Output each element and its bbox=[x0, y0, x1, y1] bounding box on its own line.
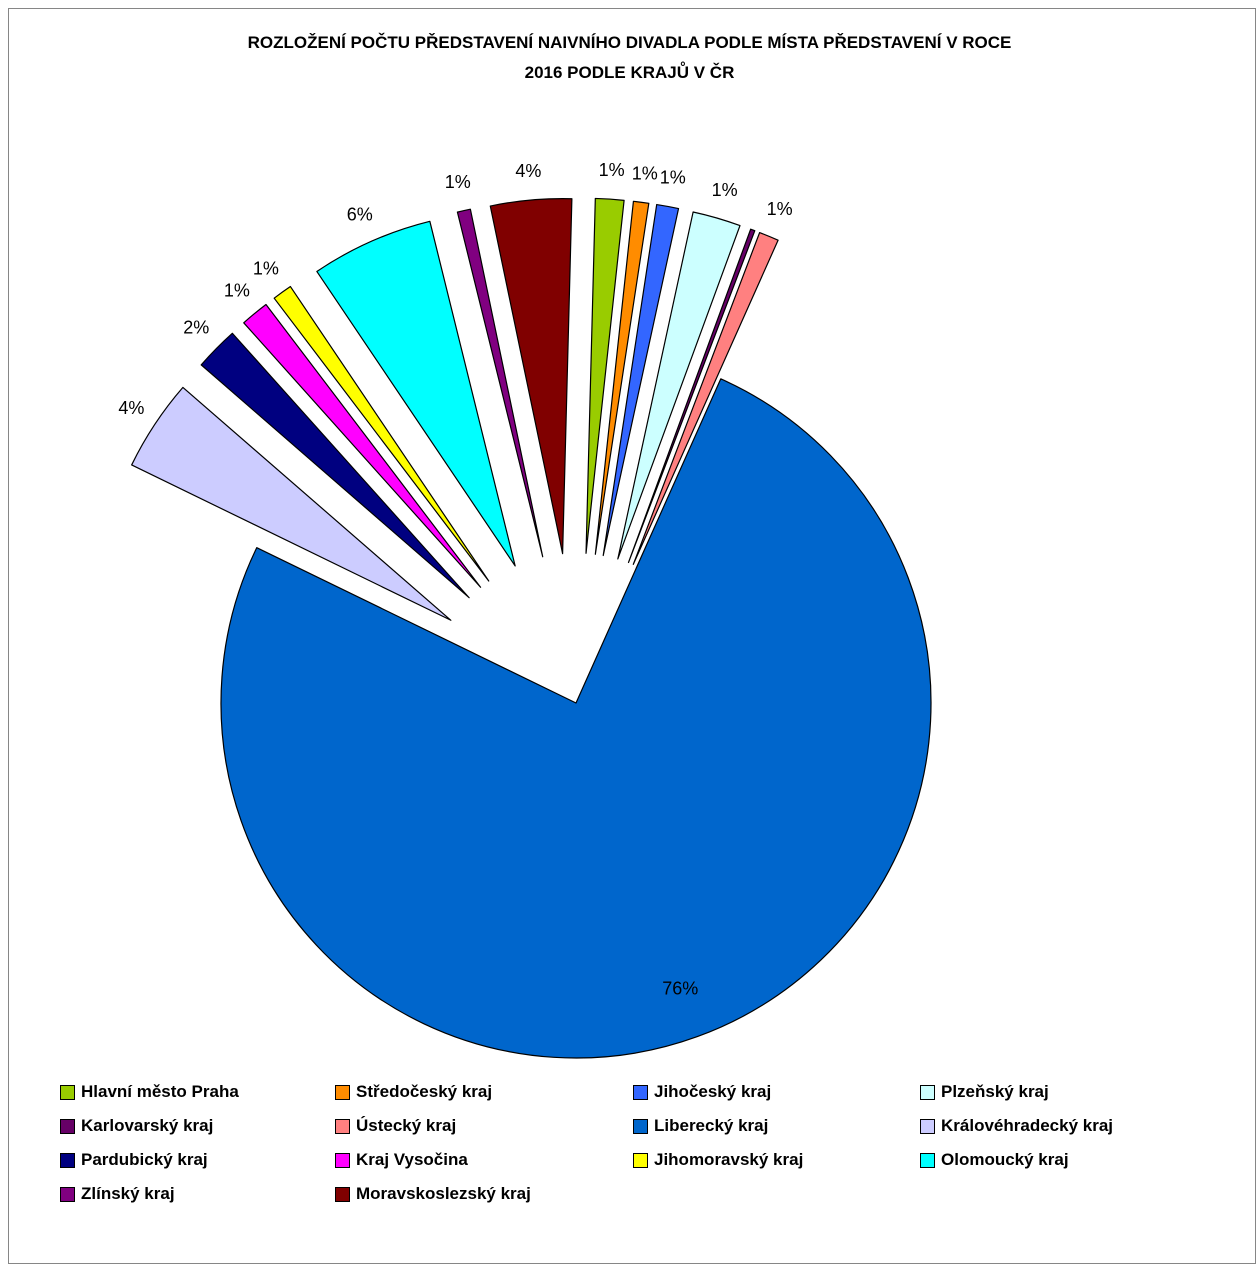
legend-label: Středočeský kraj bbox=[356, 1082, 493, 1101]
data-label-3: 1% bbox=[660, 168, 686, 188]
pie-slice-2 bbox=[594, 200, 650, 555]
data-label-1: 1% bbox=[599, 160, 625, 180]
pie-slice-12 bbox=[316, 220, 516, 567]
legend-label: Karlovarský kraj bbox=[81, 1116, 214, 1135]
chart-title-line-2: 2016 PODLE KRAJŮ V ČR bbox=[524, 63, 735, 82]
legend-item: Ústecký kraj bbox=[335, 1112, 456, 1140]
data-label-7: 76% bbox=[662, 978, 698, 998]
pie-slice-3 bbox=[602, 203, 680, 557]
legend-label: Moravskoslezský kraj bbox=[356, 1184, 531, 1203]
legend-swatch bbox=[335, 1084, 350, 1100]
pie-slice-8 bbox=[131, 386, 452, 621]
legend-label: Pardubický kraj bbox=[81, 1150, 208, 1169]
legend-swatch bbox=[633, 1152, 648, 1168]
legend-label: Ústecký kraj bbox=[356, 1116, 457, 1135]
legend-label: Jihomoravský kraj bbox=[654, 1150, 804, 1169]
legend-item: Hlavní město Praha bbox=[60, 1078, 239, 1106]
pie-slice-6 bbox=[632, 232, 779, 565]
legend-item: Moravskoslezský kraj bbox=[335, 1180, 531, 1208]
legend-item: Zlínský kraj bbox=[60, 1180, 175, 1208]
legend-swatch bbox=[60, 1186, 75, 1202]
legend-item: Jihočeský kraj bbox=[633, 1078, 771, 1106]
legend-item: Středočeský kraj bbox=[335, 1078, 492, 1106]
data-label-11: 1% bbox=[253, 258, 279, 278]
data-label-14: 4% bbox=[515, 161, 541, 181]
pie-labels: 1% 1% 1%1%1%76%4%2%1%1%6%1%4% bbox=[118, 160, 792, 998]
pie-slice-1 bbox=[585, 197, 625, 554]
data-label-10: 1% bbox=[224, 281, 250, 301]
legend-label: Jihočeský kraj bbox=[654, 1082, 772, 1101]
legend-swatch bbox=[335, 1118, 350, 1134]
pie-slice-5 bbox=[627, 228, 756, 564]
legend-label: Královéhradecký kraj bbox=[941, 1116, 1113, 1135]
legend-label: Zlínský kraj bbox=[81, 1184, 175, 1203]
legend-swatch bbox=[920, 1118, 935, 1134]
pie-slice-9 bbox=[200, 332, 470, 599]
legend-swatch bbox=[335, 1186, 350, 1202]
legend-label: Olomoucký kraj bbox=[941, 1150, 1069, 1169]
legend-item: Olomoucký kraj bbox=[920, 1146, 1069, 1174]
pie-slice-11 bbox=[273, 285, 490, 582]
legend-item: Jihomoravský kraj bbox=[633, 1146, 803, 1174]
legend-item: Kraj Vysočina bbox=[335, 1146, 468, 1174]
legend-label: Kraj Vysočina bbox=[356, 1150, 468, 1169]
legend-label: Plzeňský kraj bbox=[941, 1082, 1049, 1101]
data-label-13: 1% bbox=[445, 172, 471, 192]
pie-slice-4 bbox=[617, 211, 741, 560]
legend-swatch bbox=[335, 1152, 350, 1168]
pie-slices bbox=[131, 197, 932, 1059]
pie-slice-14 bbox=[489, 198, 573, 555]
legend-swatch bbox=[60, 1152, 75, 1168]
data-label-4: 1% bbox=[712, 180, 738, 200]
legend-swatch bbox=[633, 1118, 648, 1134]
pie-slice-7 bbox=[220, 378, 932, 1059]
legend-swatch bbox=[60, 1118, 75, 1134]
legend-label: Hlavní město Praha bbox=[81, 1082, 239, 1101]
data-label-8: 4% bbox=[118, 398, 144, 418]
pie-slice-10 bbox=[243, 303, 482, 588]
legend-swatch bbox=[633, 1084, 648, 1100]
legend-item: Liberecký kraj bbox=[633, 1112, 768, 1140]
legend-item: Pardubický kraj bbox=[60, 1146, 208, 1174]
legend-swatch bbox=[60, 1084, 75, 1100]
chart-title: ROZLOŽENÍ POČTU PŘEDSTAVENÍ NAIVNÍHO DIV… bbox=[0, 28, 1259, 88]
data-label-6: 1% bbox=[767, 199, 793, 219]
legend-item: Královéhradecký kraj bbox=[920, 1112, 1113, 1140]
legend-item: Plzeňský kraj bbox=[920, 1078, 1049, 1106]
legend-label: Liberecký kraj bbox=[654, 1116, 769, 1135]
chart-title-line-1: ROZLOŽENÍ POČTU PŘEDSTAVENÍ NAIVNÍHO DIV… bbox=[247, 33, 1012, 52]
legend-item: Karlovarský kraj bbox=[60, 1112, 213, 1140]
pie-slice-13 bbox=[456, 208, 544, 558]
legend-swatch bbox=[920, 1152, 935, 1168]
data-label-2: 1% bbox=[632, 163, 658, 183]
data-label-9: 2% bbox=[183, 318, 209, 338]
legend-swatch bbox=[920, 1084, 935, 1100]
data-label-12: 6% bbox=[347, 205, 373, 225]
